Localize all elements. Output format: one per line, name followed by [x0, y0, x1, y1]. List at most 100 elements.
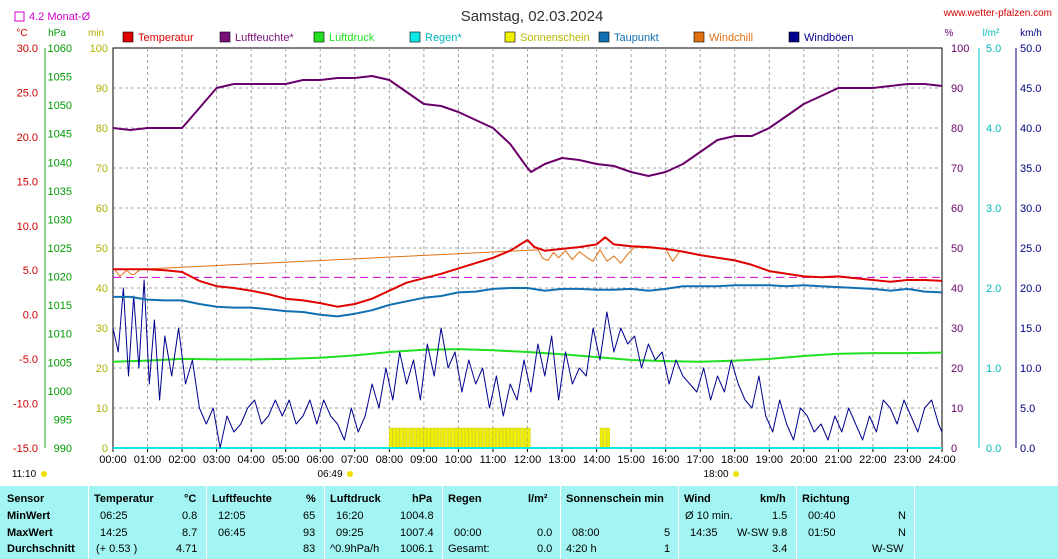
avg-rain-time: Gesamt: — [448, 543, 490, 555]
tick-label-wind: 45.0 — [1020, 83, 1041, 95]
sunshine-bar — [416, 427, 421, 449]
sunshine-bar — [420, 427, 424, 449]
unit-temp: °C — [16, 28, 27, 39]
tick-label-temp: 5.0 — [23, 265, 38, 277]
tick-label-pressure: 1025 — [48, 243, 72, 255]
tick-label-pressure: 1015 — [48, 300, 72, 312]
sunshine-bar — [409, 427, 414, 449]
tick-label-rain: 3.0 — [986, 203, 1001, 215]
sunshine-bar — [527, 427, 531, 449]
legend-label: Luftdruck — [329, 32, 375, 44]
legend-label: Luftfeuchte* — [235, 32, 294, 44]
header-wind: Wind — [684, 493, 711, 505]
sunrise-label: 06:49 — [317, 469, 342, 480]
x-tick-label: 14:00 — [583, 454, 611, 466]
min-hum-time: 12:05 — [218, 510, 246, 522]
tick-label-min: 10 — [96, 403, 108, 415]
x-tick-label: 23:00 — [894, 454, 922, 466]
tick-label-temp: 15.0 — [17, 176, 38, 188]
legend-label: Windchill — [709, 32, 753, 44]
header-temp-unit: °C — [184, 493, 197, 505]
sunset-label: 18:00 — [703, 469, 728, 480]
x-tick-label: 13:00 — [548, 454, 576, 466]
col-divider — [442, 486, 443, 559]
tick-label-rain: 5.0 — [986, 43, 1001, 55]
header-temp: Temperatur — [94, 493, 154, 505]
sunshine-bar — [396, 427, 400, 449]
sunshine-bar — [427, 427, 431, 449]
header-rain-unit: l/m² — [528, 493, 548, 505]
sunshine-bar — [492, 427, 497, 449]
tick-label-min: 100 — [90, 43, 108, 55]
sunshine-bar — [485, 427, 490, 449]
x-tick-label: 10:00 — [445, 454, 473, 466]
tick-label-wind: 0.0 — [1020, 443, 1035, 455]
sunshine-bar — [413, 427, 417, 449]
tick-label-pressure: 1020 — [48, 272, 72, 284]
unit-pressure: hPa — [48, 28, 66, 39]
x-tick-label: 24:00 — [928, 454, 956, 466]
sunshine-bar — [513, 427, 517, 449]
sunshine-bar — [520, 427, 524, 449]
sunshine-bar — [472, 427, 476, 449]
series-line-luftdruck — [112, 348, 943, 363]
min-wind-val: 1.5 — [772, 510, 788, 522]
moon-icon — [41, 471, 47, 477]
unit-wind: km/h — [1020, 28, 1042, 39]
tick-label-pressure: 1050 — [48, 100, 72, 112]
min-hum-val: 65 — [303, 510, 316, 522]
sunshine-bar — [475, 427, 479, 449]
header-humidity: Luftfeuchte — [212, 493, 272, 505]
max-pres-val: 1007.4 — [400, 527, 434, 539]
tick-label-rain: 2.0 — [986, 283, 1001, 295]
row-label-min: MinWert — [7, 510, 51, 522]
header-rain: Regen — [448, 493, 482, 505]
series-line-windchill — [114, 246, 680, 277]
header-humidity-unit: % — [306, 493, 316, 505]
min-pres-time: 16:20 — [336, 510, 364, 522]
header-direction: Richtung — [802, 493, 850, 505]
series-group — [112, 75, 943, 449]
sunshine-bar — [468, 427, 472, 449]
tick-label-pressure: 1000 — [48, 386, 72, 398]
grid — [113, 48, 942, 448]
tick-label-temp: -10.0 — [13, 399, 38, 411]
x-tick-label: 09:00 — [410, 454, 438, 466]
tick-label-humidity: 10 — [951, 403, 963, 415]
unit-humidity: % — [945, 28, 954, 39]
max-sun-val: 5 — [664, 527, 671, 539]
tick-label-min: 90 — [96, 83, 108, 95]
month-avg-label: 4.2 Monat-Ø — [29, 11, 91, 23]
legend-swatch — [788, 31, 800, 43]
sunshine-bar — [496, 427, 500, 449]
col-divider — [914, 486, 915, 559]
max-hum-time: 06:45 — [218, 527, 246, 539]
x-tick-label: 21:00 — [825, 454, 853, 466]
tick-label-pressure: 1010 — [48, 329, 72, 341]
x-tick-label: 19:00 — [756, 454, 784, 466]
site-link[interactable]: www.wetter-pfalzen.com — [943, 8, 1052, 19]
tick-label-min: 80 — [96, 123, 108, 135]
tick-label-humidity: 80 — [951, 123, 963, 135]
legend: Temperatur Luftfeuchte* Luftdruck Regen* Son… — [122, 31, 854, 44]
tick-label-wind: 20.0 — [1020, 283, 1041, 295]
max-hum-val: 93 — [303, 527, 316, 539]
legend-swatch — [219, 31, 231, 43]
x-tick-label: 03:00 — [203, 454, 231, 466]
legend-swatch — [598, 31, 610, 43]
avg-temp-val: 4.71 — [176, 543, 198, 555]
legend-swatch — [693, 31, 705, 43]
tick-label-temp: 20.0 — [17, 132, 38, 144]
tick-label-temp: 10.0 — [17, 221, 38, 233]
header-pressure: Luftdruck — [330, 493, 381, 505]
tick-label-humidity: 100 — [951, 43, 969, 55]
x-tick-label: 01:00 — [134, 454, 162, 466]
sunshine-bar — [603, 427, 607, 449]
avg-pres-time: ^0.9hPa/h — [330, 543, 380, 555]
x-tick-label: 18:00 — [721, 454, 749, 466]
tick-label-humidity: 0 — [951, 443, 957, 455]
x-tick-label: 06:00 — [306, 454, 334, 466]
tick-label-wind: 5.0 — [1020, 403, 1035, 415]
sunshine-bar — [461, 427, 465, 449]
sunshine-bar — [506, 427, 510, 449]
